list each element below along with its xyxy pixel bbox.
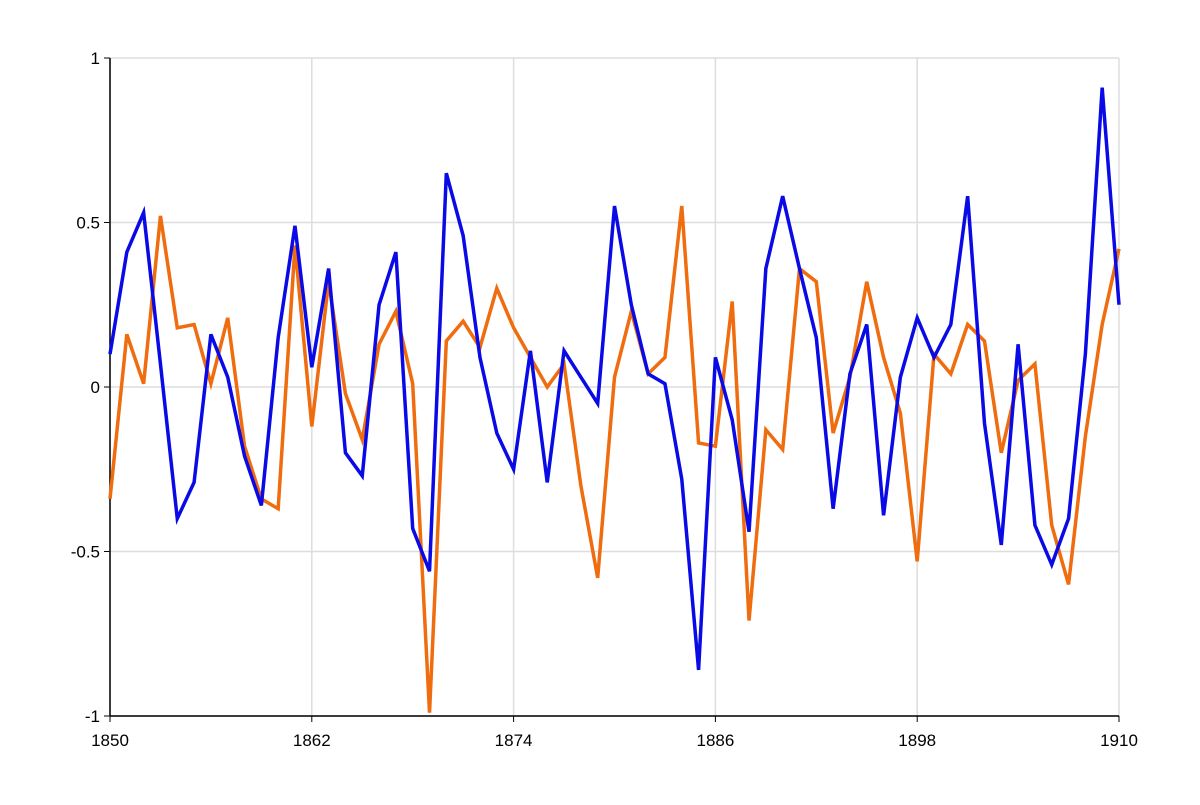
y-tick-label: -0.5: [71, 543, 100, 562]
y-tick-label: 0.5: [76, 214, 100, 233]
x-tick-label: 1910: [1100, 731, 1138, 750]
y-tick-label: -1: [85, 707, 100, 726]
x-tick-label: 1886: [696, 731, 734, 750]
x-tick-label: 1874: [495, 731, 533, 750]
y-tick-label: 0: [91, 378, 100, 397]
x-tick-label: 1850: [91, 731, 129, 750]
series-line: [108, 205, 1121, 713]
y-tick-label: 1: [91, 49, 100, 68]
x-tick-label: 1862: [293, 731, 331, 750]
series-line: [108, 87, 1121, 671]
x-tick-label: 1898: [898, 731, 936, 750]
